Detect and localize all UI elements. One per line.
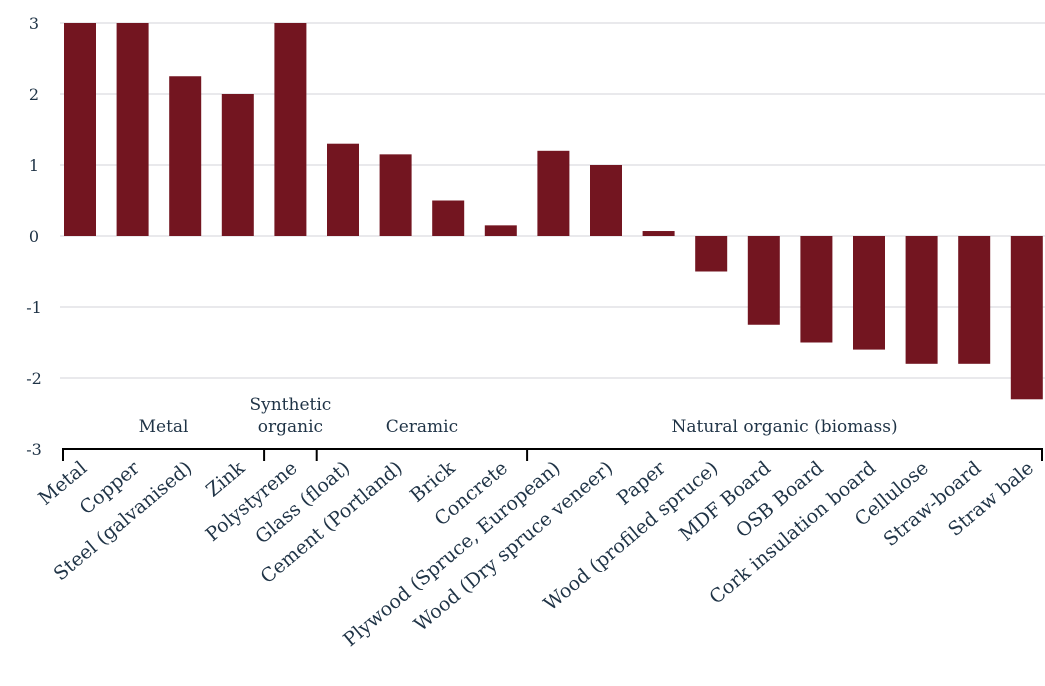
bar [695,236,728,272]
y-tick-label: -3 [26,440,42,459]
group-label: Metal [139,417,189,437]
bar [116,23,149,236]
bar [327,143,359,236]
y-axis-ticks: 3 2 1 0 -1 -2 -3 [26,14,42,459]
bar [537,150,570,236]
bar [432,200,465,236]
y-tick-label: 3 [29,14,39,33]
bar [853,236,885,350]
group-label: organic [258,417,323,437]
bar [169,76,202,236]
bar [221,94,254,236]
bar [484,225,517,236]
bar [64,23,96,236]
bar [800,236,833,343]
bar [274,23,307,236]
bar [747,236,780,325]
bars [64,23,1043,400]
group-label: Ceramic [386,417,458,437]
bar [379,154,412,236]
y-tick-label: -2 [26,369,42,388]
y-tick-label: -1 [26,298,42,317]
y-tick-label: 2 [29,85,39,104]
y-tick-label: 1 [29,156,39,175]
y-tick-label: 0 [29,227,39,246]
group-label: Natural organic (biomass) [671,417,897,437]
bar [905,236,938,364]
bar [958,236,991,364]
bar [590,165,622,236]
group-label: Synthetic [249,395,331,415]
bar [1010,236,1043,400]
bar [642,231,675,236]
